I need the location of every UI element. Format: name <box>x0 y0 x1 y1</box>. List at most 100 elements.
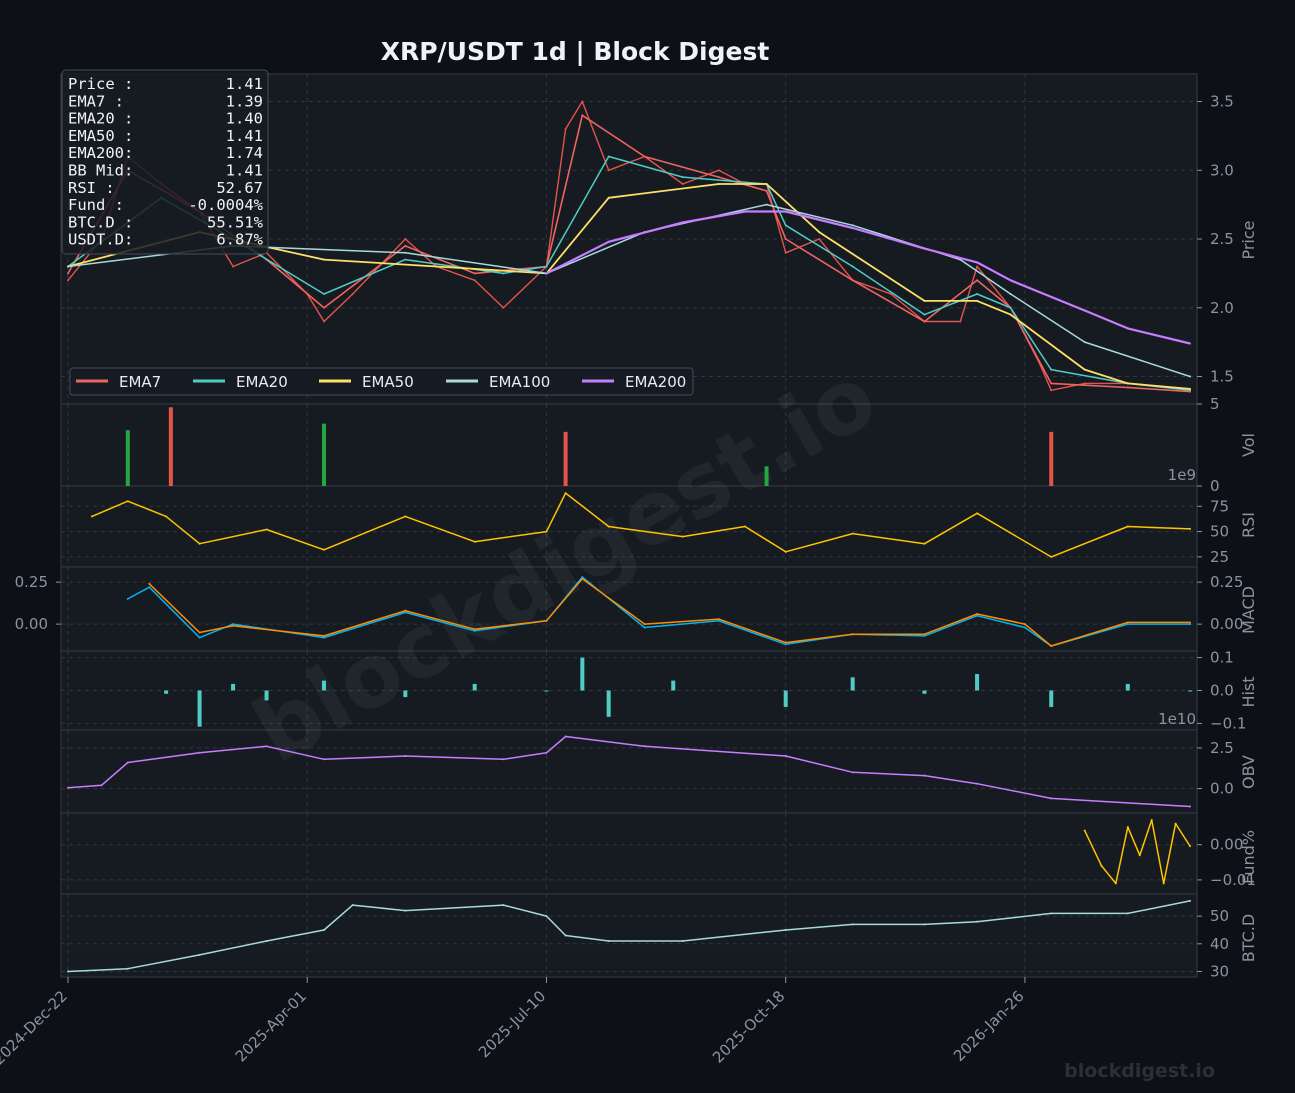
point-obv <box>784 755 787 758</box>
point-ema7 <box>67 272 69 275</box>
info-label: EMA7 : <box>68 92 124 110</box>
histogram-bar <box>1049 690 1054 707</box>
point-macd <box>1126 623 1129 626</box>
point-signal <box>148 582 151 585</box>
point-ema20 <box>976 293 979 295</box>
point-close <box>717 169 720 172</box>
point-btc-d <box>545 915 548 918</box>
point-ema100 <box>1189 375 1191 378</box>
info-label: Price : <box>68 75 133 93</box>
point-ema20 <box>1050 368 1053 371</box>
histogram-bar <box>403 690 408 698</box>
point-ema50 <box>435 265 438 268</box>
point-btc-d <box>1050 912 1053 915</box>
point-ema20 <box>851 265 854 268</box>
histogram-bar <box>231 683 236 691</box>
point-rsi <box>681 535 684 538</box>
ytick-label-funding: 0.00 <box>1210 836 1243 854</box>
info-label: BTC.D : <box>68 213 133 231</box>
histogram-bar <box>1125 683 1130 691</box>
point-macd <box>232 623 235 626</box>
point-obv <box>265 745 268 748</box>
point-ema50 <box>818 231 821 234</box>
point-macd <box>148 586 151 589</box>
point-ema7 <box>1126 386 1129 389</box>
volume-bar <box>125 430 130 486</box>
point-ema7 <box>976 279 979 282</box>
ytick-label-obv: 2.5 <box>1210 739 1234 757</box>
point-ema50 <box>607 196 610 199</box>
ytick-label-price: 3.5 <box>1210 93 1234 111</box>
point-close <box>889 293 892 295</box>
info-value: 1.41 <box>226 75 263 93</box>
point-ema50 <box>717 183 720 185</box>
point-signal <box>923 633 926 636</box>
point-macd <box>126 597 129 600</box>
point-signal <box>851 633 854 636</box>
point-funding <box>1174 822 1177 825</box>
series-ema20 <box>67 155 1191 392</box>
panels <box>60 73 1198 978</box>
point-btc-d <box>126 967 129 970</box>
info-value: 1.39 <box>226 92 263 110</box>
point-obv <box>67 786 69 789</box>
point-ema7 <box>851 279 854 282</box>
histogram-bar <box>321 680 326 691</box>
point-close <box>404 238 407 240</box>
point-rsi <box>404 515 407 518</box>
volume-bar <box>1049 431 1054 486</box>
point-macd <box>198 636 201 639</box>
point-rsi <box>545 530 548 533</box>
point-funding <box>1138 854 1141 857</box>
ytick-label-btcd: 40 <box>1210 935 1229 953</box>
point-macd <box>976 614 979 617</box>
point-ema50 <box>1189 387 1191 390</box>
point-close <box>976 265 979 268</box>
point-signal <box>784 641 787 644</box>
point-obv <box>923 774 926 777</box>
legend-label-ema100: EMA100 <box>489 373 550 391</box>
point-ema7 <box>784 238 787 240</box>
point-ema7 <box>473 272 476 275</box>
point-ema7 <box>765 189 768 192</box>
point-btc-d <box>923 923 926 926</box>
info-value: 6.87% <box>216 231 263 249</box>
histogram-bar <box>197 690 202 727</box>
point-close <box>564 128 567 130</box>
point-ema200 <box>681 221 684 224</box>
point-ema200 <box>851 227 854 229</box>
xtick-label: 2025-Jul-10 <box>475 987 549 1061</box>
ylabel-macd: MACD <box>1239 586 1258 634</box>
histogram-bar <box>164 690 169 694</box>
info-label: EMA50 : <box>68 127 133 145</box>
point-rsi <box>784 550 787 553</box>
xtick-label: 2025-Oct-18 <box>709 987 789 1067</box>
point-ema7 <box>643 155 646 158</box>
ylabel-volume: Vol <box>1239 433 1258 457</box>
volume-bar <box>321 423 326 486</box>
point-ema200 <box>976 261 979 264</box>
point-ema200 <box>744 210 747 213</box>
point-ema50 <box>976 299 979 302</box>
ylabel-hist: Hist <box>1239 676 1258 707</box>
legend-label-ema200: EMA200 <box>625 373 686 391</box>
histogram-bar <box>1188 690 1192 692</box>
info-label: USDT.D: <box>68 231 133 249</box>
ytick-label-funding: −0.01 <box>1210 871 1256 889</box>
point-close <box>1083 382 1086 385</box>
point-ema20 <box>502 272 505 275</box>
point-btc-d <box>265 940 268 943</box>
point-ema200 <box>607 240 610 243</box>
ytick-label-macd: 0.00 <box>1210 615 1243 633</box>
point-funding <box>1189 845 1191 848</box>
point-macd <box>322 636 325 639</box>
point-signal <box>198 631 201 634</box>
ytick-label-price: 3.0 <box>1210 161 1234 179</box>
point-ema200 <box>1009 279 1012 282</box>
point-funding <box>1083 829 1086 832</box>
point-obv <box>502 758 505 761</box>
point-ema20 <box>681 176 684 179</box>
series-signal <box>148 578 1190 647</box>
point-btc-d <box>564 934 567 937</box>
info-box: Price : 1.41 EMA7 : 1.39 EMA20 : 1.40 EMA50 : 1… <box>61 69 269 255</box>
